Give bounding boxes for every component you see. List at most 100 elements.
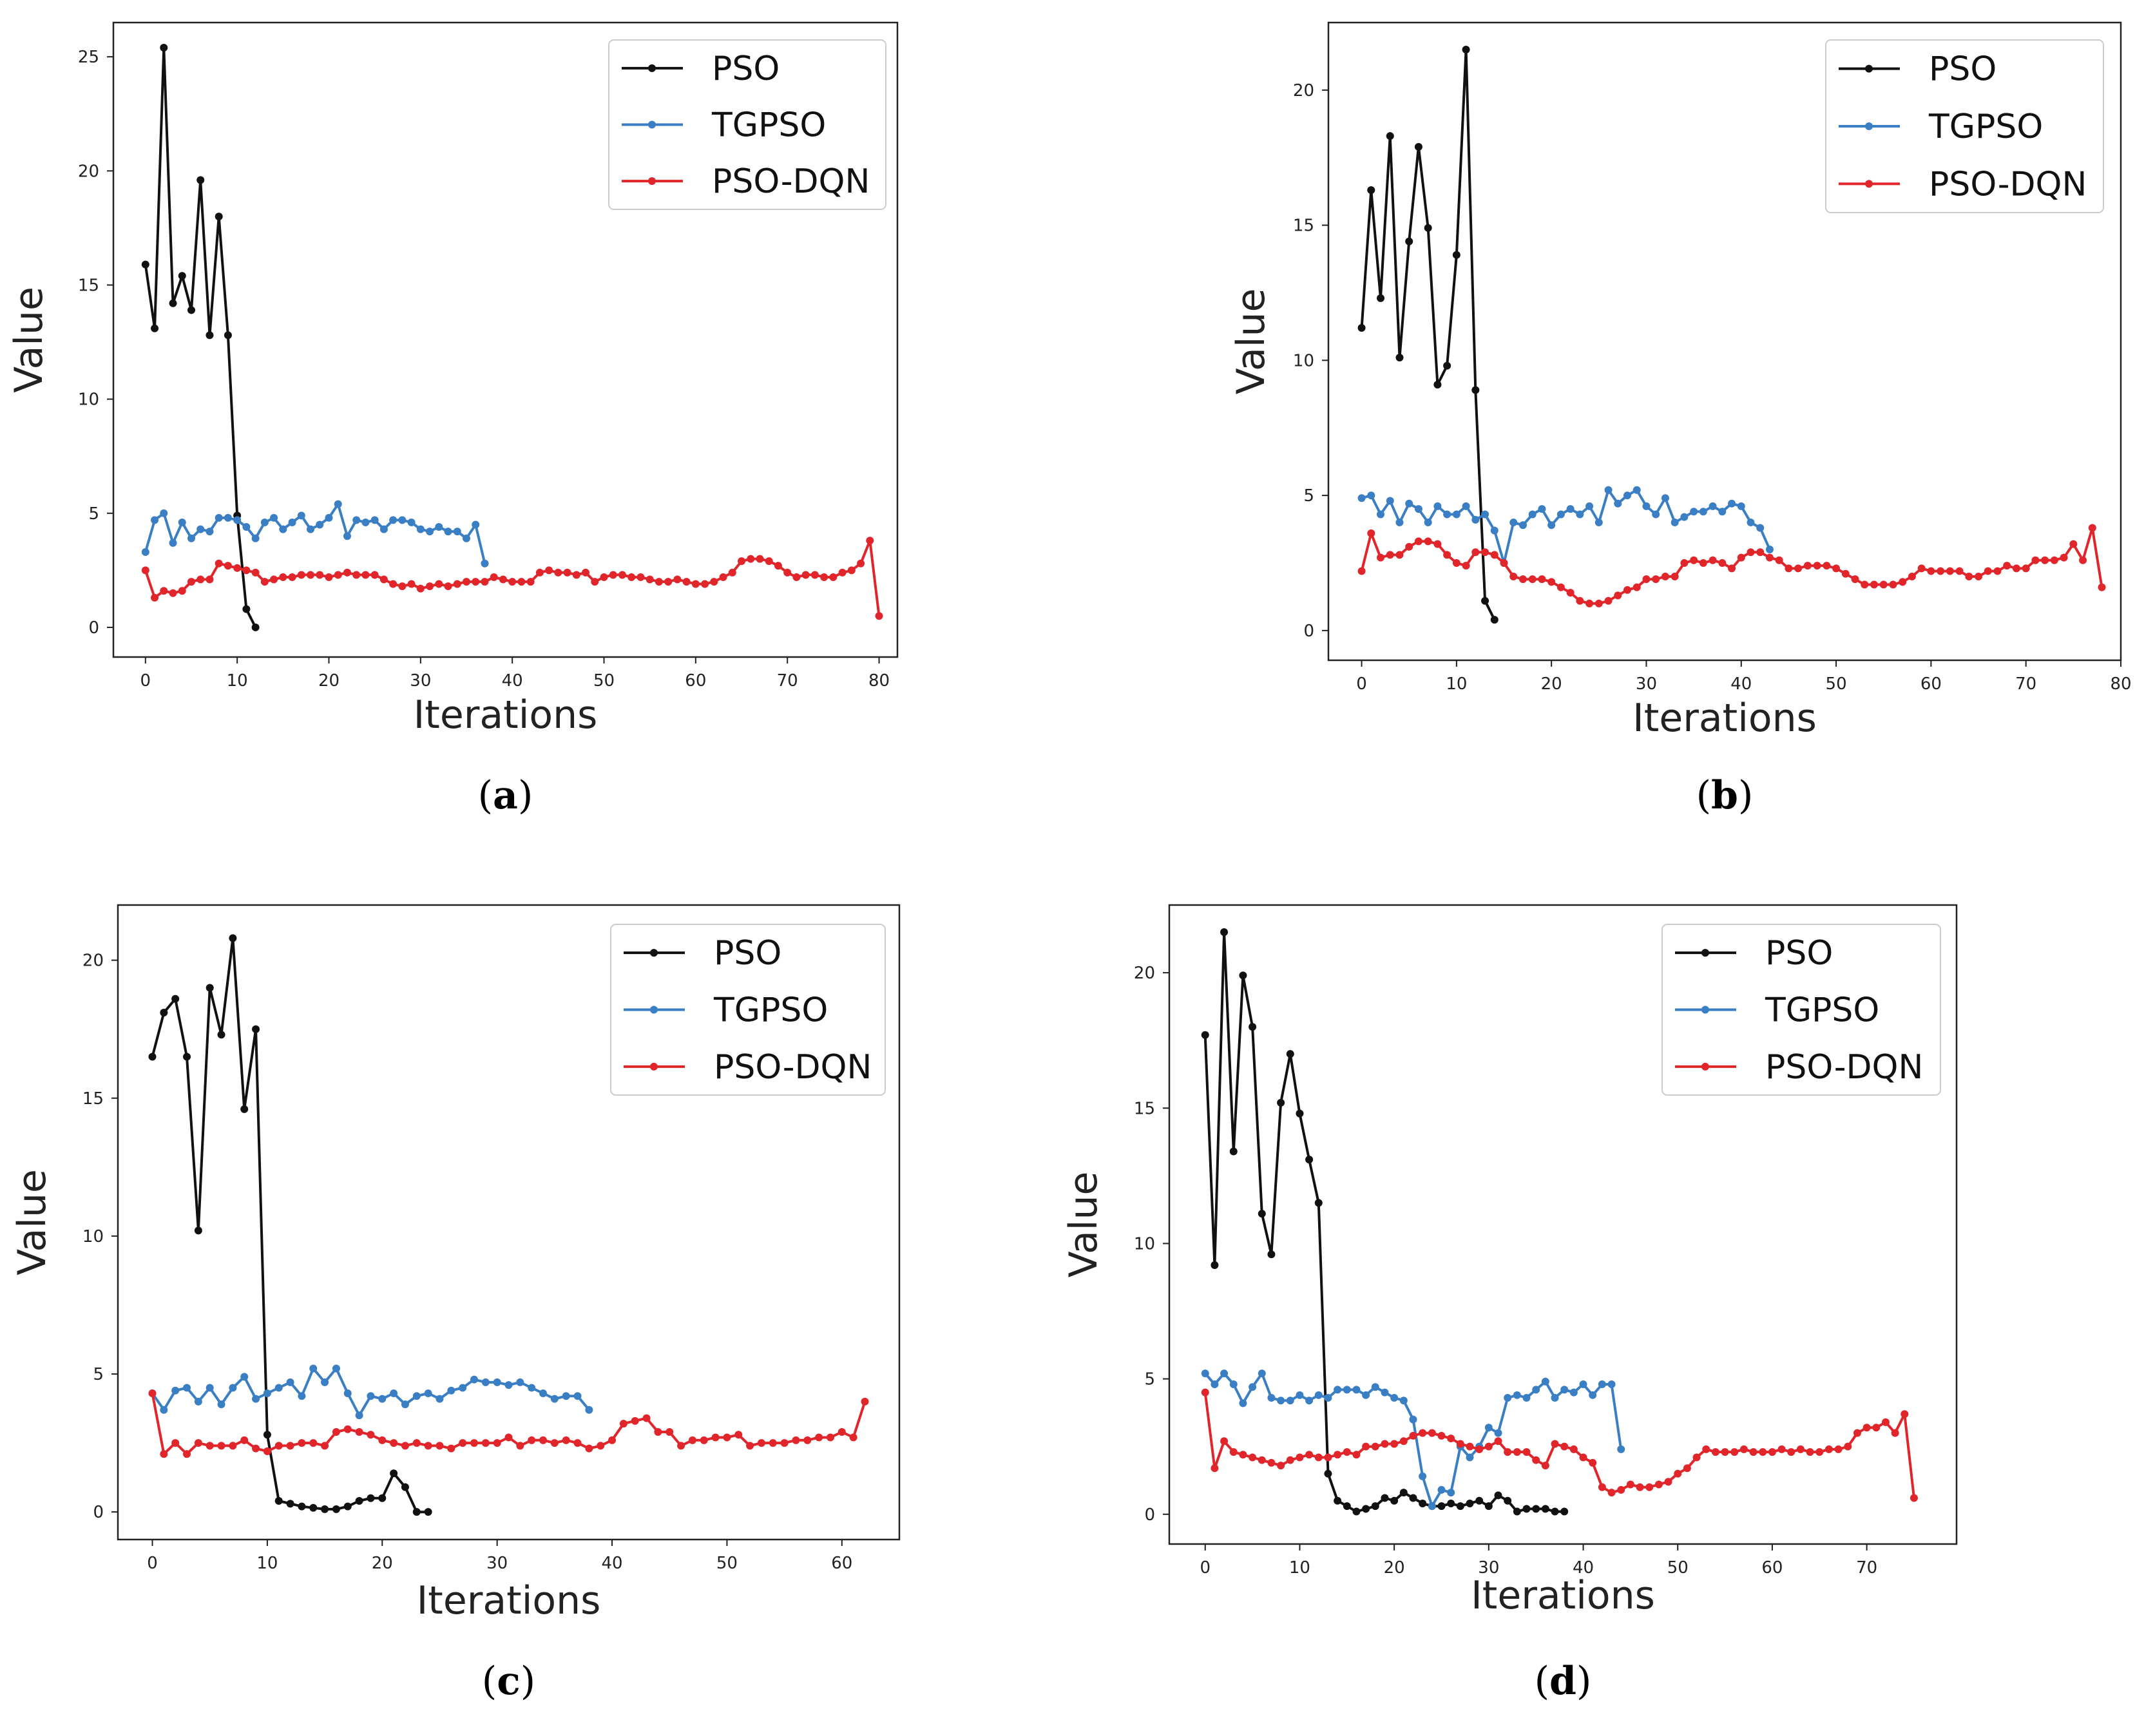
data-point xyxy=(665,1427,674,1436)
data-point xyxy=(1399,1437,1408,1445)
data-point xyxy=(242,605,251,613)
data-point xyxy=(229,1442,237,1450)
data-point xyxy=(343,532,351,540)
data-point xyxy=(1267,1250,1276,1259)
data-point xyxy=(757,1439,765,1447)
data-point xyxy=(746,1442,754,1450)
data-point xyxy=(215,213,223,221)
data-point xyxy=(263,1431,271,1439)
data-point xyxy=(1728,564,1736,573)
data-point xyxy=(1249,1383,1257,1391)
data-point xyxy=(224,562,232,570)
x-tick-label: 10 xyxy=(256,1554,278,1573)
legend-box xyxy=(610,924,886,1096)
data-point xyxy=(1475,1445,1484,1453)
data-point xyxy=(178,272,186,280)
data-point xyxy=(412,1392,421,1400)
data-point xyxy=(321,1505,329,1513)
data-point xyxy=(1547,521,1556,529)
data-point xyxy=(554,568,562,577)
y-tick-label: 5 xyxy=(1144,1370,1155,1389)
data-point xyxy=(756,555,764,563)
data-point xyxy=(367,1431,375,1439)
data-point xyxy=(307,525,315,533)
data-point xyxy=(585,1444,593,1453)
data-point xyxy=(539,1389,548,1398)
data-point xyxy=(160,509,168,517)
y-axis-label: Value xyxy=(6,287,52,393)
data-point xyxy=(390,1469,398,1478)
panel-caption: (a) xyxy=(478,773,533,818)
data-point xyxy=(1447,1499,1455,1507)
chart-panel-a: 0 10 20 30 40 50 60 70 80 0 5 10 15 20 25 Iterations Val… xyxy=(6,21,899,818)
data-point xyxy=(1623,491,1632,500)
data-point xyxy=(332,1364,340,1373)
data-point xyxy=(1551,1440,1559,1448)
data-point xyxy=(1661,494,1669,502)
data-point xyxy=(1490,551,1498,559)
data-point xyxy=(1607,1380,1616,1388)
x-tick-label: 30 xyxy=(410,671,431,691)
data-point xyxy=(1386,132,1394,140)
legend-label: TGPSO xyxy=(1765,991,1879,1030)
data-point xyxy=(1201,1369,1209,1378)
data-point xyxy=(1900,1410,1909,1418)
data-point xyxy=(499,575,507,584)
data-point xyxy=(1604,486,1613,494)
data-point xyxy=(240,1373,249,1381)
data-point xyxy=(1518,575,1527,584)
data-point xyxy=(352,516,361,524)
data-point xyxy=(774,562,782,570)
data-point xyxy=(1541,1462,1549,1470)
data-point xyxy=(1576,596,1584,605)
data-point xyxy=(206,1442,214,1450)
data-point xyxy=(274,1442,283,1450)
y-axis-label: Value xyxy=(1061,1172,1106,1278)
chart-panel-d: 0 10 20 30 40 50 60 70 0 5 10 15 20 Iterations Value PS… xyxy=(1061,904,1958,1704)
x-tick-label: 30 xyxy=(1636,674,1657,694)
data-point xyxy=(1381,1388,1389,1397)
data-point xyxy=(1623,586,1632,594)
data-point xyxy=(274,1497,283,1505)
data-point xyxy=(619,1420,627,1428)
data-point xyxy=(1296,1109,1304,1118)
x-tick-label: 0 xyxy=(1200,1558,1211,1578)
data-point xyxy=(1664,1478,1672,1486)
data-point xyxy=(169,299,177,307)
data-point xyxy=(194,1226,202,1235)
data-point xyxy=(332,1505,340,1513)
data-point xyxy=(378,1494,387,1502)
data-point xyxy=(436,1395,444,1403)
data-point xyxy=(367,1392,375,1400)
data-point xyxy=(1357,494,1366,502)
data-point xyxy=(401,1483,409,1491)
y-tick-label: 15 xyxy=(1134,1099,1155,1118)
data-point xyxy=(562,1436,570,1444)
data-point xyxy=(148,1053,157,1061)
data-point xyxy=(1551,1507,1559,1516)
data-point xyxy=(217,1031,225,1039)
data-point xyxy=(1484,1424,1493,1432)
data-point xyxy=(573,1439,582,1447)
y-tick-label: 20 xyxy=(82,951,104,971)
series-pso-dqn xyxy=(148,1389,869,1458)
data-point xyxy=(1803,562,1812,570)
data-point xyxy=(2031,556,2040,564)
data-point xyxy=(1636,1483,1644,1491)
data-point xyxy=(1249,1453,1257,1462)
data-point xyxy=(424,1389,432,1398)
data-point xyxy=(1806,1448,1814,1456)
data-point xyxy=(1277,1462,1285,1470)
data-point xyxy=(691,580,700,588)
data-point xyxy=(861,1397,869,1406)
data-point xyxy=(1367,491,1375,500)
data-point xyxy=(1314,1199,1323,1207)
data-point xyxy=(260,578,269,586)
data-point xyxy=(151,516,159,524)
data-point xyxy=(728,568,736,577)
data-point xyxy=(298,1392,306,1400)
data-point xyxy=(1433,381,1442,389)
data-point xyxy=(1437,1485,1446,1494)
data-point xyxy=(187,578,195,586)
data-point xyxy=(1709,502,1717,510)
